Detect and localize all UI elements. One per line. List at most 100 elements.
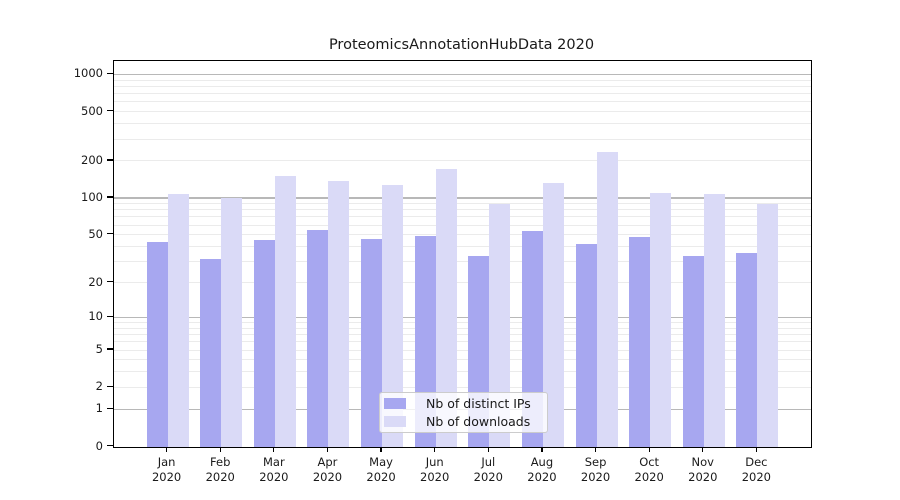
bar-downloads-nov	[703, 194, 725, 447]
chart-title: ProteomicsAnnotationHubData 2020	[328, 37, 595, 53]
gridline-minor	[114, 224, 811, 226]
gridline-minor	[114, 138, 811, 140]
y-tick	[107, 315, 113, 318]
y-tick-label: 50	[88, 226, 103, 241]
gridline-major	[114, 197, 811, 199]
y-tick-label: 2	[95, 379, 103, 394]
y-tick	[107, 444, 113, 447]
x-tick	[594, 447, 597, 453]
bar-downloads-sep	[596, 151, 618, 447]
y-tick-label: 5	[95, 342, 103, 356]
x-tick	[487, 447, 489, 453]
bar-downloads-jan	[167, 194, 189, 447]
x-tick-label: Apr 2020	[312, 455, 343, 484]
y-tick	[107, 280, 113, 283]
bar-distinct-ips-mar	[253, 239, 275, 447]
x-tick	[755, 447, 758, 453]
y-tick	[107, 385, 113, 388]
y-tick	[107, 110, 113, 112]
y-tick-label: 200	[81, 152, 103, 167]
gridline-minor	[114, 246, 811, 247]
y-tick-label: 10	[88, 309, 103, 324]
y-tick	[107, 407, 113, 409]
x-tick	[648, 447, 650, 453]
legend: Nb of distinct IPs Nb of downloads	[379, 392, 548, 433]
x-tick-label: Dec 2020	[741, 455, 772, 484]
x-tick-label: Jul 2020	[473, 455, 503, 484]
gridline-minor	[114, 334, 811, 336]
x-tick-label: Nov 2020	[688, 455, 718, 484]
x-tick	[702, 447, 704, 453]
x-tick	[380, 447, 382, 453]
bar-downloads-mar	[274, 176, 296, 447]
legend-label-distinct-ips: Nb of distinct IPs	[426, 396, 531, 411]
bar-downloads-apr	[328, 181, 350, 447]
bar-downloads-oct	[650, 192, 672, 447]
gridline-minor	[114, 359, 811, 361]
x-tick-label: Sep 2020	[580, 455, 611, 484]
y-tick-label: 1	[95, 401, 103, 416]
legend-label-downloads: Nb of downloads	[426, 414, 531, 429]
y-tick	[107, 233, 113, 235]
gridline-minor	[114, 261, 811, 263]
bar-downloads-aug	[542, 183, 564, 447]
plot-area	[113, 60, 812, 448]
bar-distinct-ips-jan	[146, 242, 168, 447]
gridline-minor	[114, 203, 811, 205]
gridline-minor	[114, 386, 811, 388]
gridline-major	[114, 316, 811, 319]
gridline-minor	[114, 322, 811, 323]
bar-downloads-feb	[221, 198, 243, 447]
x-tick	[165, 447, 168, 453]
gridline-minor	[114, 85, 811, 87]
x-tick-label: Jan 2020	[151, 455, 182, 484]
x-tick-label: May 2020	[366, 455, 396, 484]
gridline-minor	[114, 93, 811, 95]
x-tick	[541, 447, 543, 453]
y-tick	[107, 348, 113, 350]
gridline-major	[114, 73, 811, 76]
gridline-minor	[114, 79, 811, 81]
x-tick-label: Mar 2020	[259, 455, 289, 484]
y-tick-label: 20	[88, 274, 103, 289]
x-tick	[326, 447, 329, 453]
bar-downloads-jul	[489, 204, 511, 447]
bar-distinct-ips-dec	[736, 252, 758, 447]
x-tick-label: Oct 2020	[634, 455, 664, 484]
y-tick	[107, 72, 113, 75]
gridline-minor	[114, 209, 811, 211]
gridline-minor	[114, 101, 811, 103]
bar-distinct-ips-feb	[200, 258, 222, 447]
gridline-minor	[114, 160, 811, 162]
bar-downloads-dec	[757, 204, 779, 447]
x-tick	[273, 447, 275, 453]
bar-distinct-ips-nov	[682, 255, 704, 447]
y-tick-label: 100	[81, 189, 103, 204]
bar-distinct-ips-apr	[307, 230, 329, 447]
legend-swatch-distinct-ips	[384, 398, 406, 409]
gridline-minor	[114, 327, 811, 329]
gridline-minor	[114, 282, 811, 284]
gridline-minor	[114, 123, 811, 125]
gridline-minor	[114, 371, 811, 373]
bar-distinct-ips-oct	[629, 237, 651, 447]
y-tick-label: 500	[81, 103, 103, 118]
gridline-minor	[114, 234, 811, 236]
y-tick	[107, 159, 113, 161]
gridline-minor	[114, 341, 811, 343]
y-tick-label: 1000	[73, 66, 103, 81]
x-tick	[434, 447, 436, 453]
x-tick-label: Feb 2020	[205, 455, 235, 484]
legend-swatch-downloads	[384, 416, 406, 427]
bar-distinct-ips-may	[361, 238, 383, 447]
gridline-minor	[114, 111, 811, 113]
bar-downloads-jun	[435, 168, 457, 447]
legend-item-downloads: Nb of downloads	[384, 414, 547, 429]
x-tick	[219, 447, 221, 453]
legend-item-distinct-ips: Nb of distinct IPs	[384, 396, 547, 411]
y-tick-label: 0	[95, 438, 103, 453]
gridline-minor	[114, 349, 811, 351]
x-tick-label: Aug 2020	[527, 455, 557, 484]
bar-downloads-may	[382, 184, 404, 447]
